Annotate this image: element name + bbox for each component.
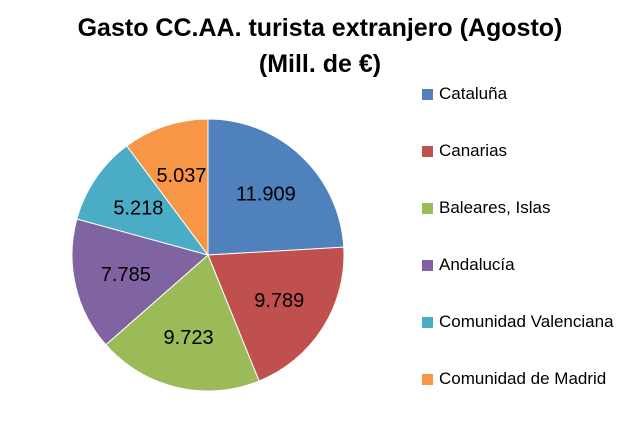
chart-title: Gasto CC.AA. turista extranjero (Agosto) — [77, 14, 563, 42]
pie-slice-0 — [207, 118, 345, 256]
pie-slice-3 — [71, 218, 210, 346]
legend-label-5: Comunidad de Madrid — [439, 369, 607, 388]
legend-label-2: Baleares, Islas — [439, 198, 551, 217]
legend-swatch-3 — [422, 260, 433, 271]
legend-label-3: Andalucía — [439, 255, 515, 274]
legend-item-5: Comunidad de Madrid — [422, 369, 614, 426]
legend-swatch-1 — [422, 146, 433, 157]
slice-data-label-4: 5.218 — [113, 197, 163, 219]
legend-swatch-4 — [422, 317, 433, 328]
legend-label-4: Comunidad Valenciana — [439, 312, 614, 331]
legend-item-0: Cataluña — [422, 84, 614, 141]
legend-item-2: Baleares, Islas — [422, 198, 614, 255]
slice-data-label-1: 9.789 — [254, 290, 304, 312]
legend-item-1: Canarias — [422, 141, 614, 198]
legend-label-1: Canarias — [439, 141, 508, 160]
chart-legend: Cataluña Canarias Baleares, Islas Andalucía… — [422, 84, 614, 426]
pie-slice-5 — [126, 118, 209, 257]
pie-slice-4 — [76, 145, 210, 256]
slice-data-label-3: 7.785 — [101, 264, 151, 286]
legend-label-0: Cataluña — [439, 84, 508, 103]
pie-slice-2 — [105, 254, 260, 392]
legend-item-4: Comunidad Valenciana — [422, 312, 614, 369]
chart-subtitle: (Mill. de €) — [258, 50, 382, 78]
legend-swatch-0 — [422, 89, 433, 100]
slice-data-label-5: 5.037 — [156, 165, 206, 187]
slice-data-label-2: 9.723 — [164, 327, 214, 349]
legend-swatch-2 — [422, 203, 433, 214]
legend-swatch-5 — [422, 374, 433, 385]
legend-item-3: Andalucía — [422, 255, 614, 312]
pie-slice-1 — [207, 246, 345, 382]
slice-data-label-0: 11.909 — [236, 184, 296, 206]
